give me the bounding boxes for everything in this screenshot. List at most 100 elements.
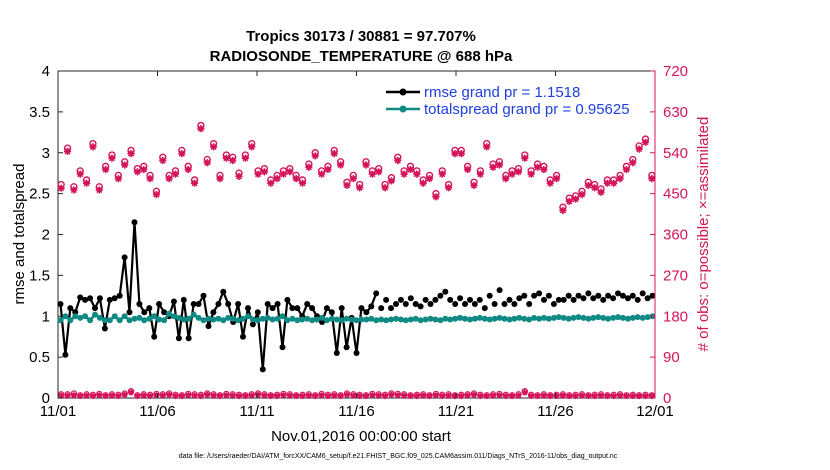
- obs-assimilated-low-marker: [197, 393, 204, 400]
- totalspread-point: [161, 317, 168, 324]
- obs-assimilated-low-marker: [559, 392, 566, 399]
- obs-assimilated-low-marker: [343, 391, 350, 398]
- obs-assimilated-low-marker: [216, 393, 223, 400]
- totalspread-point: [92, 311, 98, 318]
- rmse-point: [555, 296, 562, 303]
- x-tick-label: 11/16: [338, 403, 374, 420]
- rmse-point: [72, 309, 79, 316]
- obs-assimilated-marker: [267, 179, 275, 187]
- obs-assimilated-marker: [95, 186, 103, 194]
- obs-assimilated-marker: [387, 177, 396, 185]
- rmse-point: [595, 292, 602, 299]
- obs-assimilated-low-marker: [578, 392, 585, 399]
- obs-assimilated-marker: [603, 179, 611, 187]
- rmse-point: [353, 350, 360, 356]
- obs-assimilated-marker: [254, 170, 262, 178]
- obs-assimilated-low-marker: [70, 392, 77, 399]
- x-tick-label: 12/01: [636, 403, 674, 420]
- obs-assimilated-low-marker: [255, 391, 262, 398]
- obs-assimilated-low-marker: [102, 393, 109, 400]
- obs-assimilated-marker: [178, 150, 186, 158]
- obs-assimilated-low-marker: [64, 392, 71, 399]
- y-tick-label: 1: [42, 308, 50, 325]
- rmse-point: [225, 301, 232, 307]
- obs-assimilated-marker: [394, 156, 402, 165]
- obs-assimilated-marker: [260, 168, 269, 176]
- rmse-point: [323, 305, 330, 312]
- totalspread-point: [585, 315, 592, 322]
- obs-assimilated-marker: [451, 150, 459, 158]
- obs-assimilated-marker: [483, 143, 491, 151]
- y-tick-label-right: 450: [663, 186, 688, 203]
- y-tick-label-right: 360: [663, 227, 688, 244]
- obs-assimilated-low-marker: [604, 393, 611, 400]
- rmse-point: [87, 295, 94, 302]
- obs-assimilated-low-marker: [280, 392, 287, 399]
- obs-assimilated-marker: [552, 175, 561, 183]
- obs-assimilated-marker: [311, 152, 319, 160]
- obs-assimilated-marker: [152, 190, 161, 199]
- totalspread-point: [254, 317, 261, 324]
- totalspread-point: [417, 317, 424, 324]
- obs-assimilated-low-marker: [140, 392, 147, 399]
- rmse-point: [649, 292, 656, 299]
- rmse-point: [304, 301, 311, 307]
- obs-assimilated-marker: [229, 156, 237, 165]
- obs-assimilated-low-marker: [509, 393, 516, 400]
- obs-assimilated-marker: [362, 161, 370, 169]
- obs-assimilated-low-marker: [312, 393, 319, 400]
- totalspread-point: [166, 310, 172, 317]
- obs-assimilated-marker: [82, 179, 91, 187]
- totalspread-point: [146, 315, 153, 322]
- obs-assimilated-marker: [597, 188, 605, 196]
- obs-assimilated-low-marker: [534, 393, 541, 400]
- obs-assimilated-low-marker: [172, 393, 179, 400]
- rmse-point: [462, 301, 468, 307]
- totalspread-point: [383, 317, 390, 324]
- obs-assimilated-marker: [476, 170, 484, 178]
- rmse-point: [195, 301, 202, 307]
- totalspread-point: [442, 315, 449, 322]
- rmse-point: [437, 292, 444, 299]
- rmse-point: [378, 305, 385, 312]
- obs-assimilated-low-marker: [540, 392, 547, 399]
- obs-assimilated-low-marker: [547, 393, 554, 400]
- chart-subtitle: RADIOSONDE_TEMPERATURE @ 688 hPa: [210, 48, 513, 65]
- obs-assimilated-low-marker: [261, 392, 268, 399]
- obs-assimilated-low-marker: [178, 393, 185, 400]
- rmse-point: [506, 296, 513, 303]
- rmse-point: [545, 292, 552, 299]
- obs-assimilated-marker: [559, 206, 567, 215]
- totalspread-point: [605, 315, 612, 322]
- obs-assimilated-marker: [121, 161, 129, 169]
- obs-assimilated-marker: [273, 175, 281, 183]
- rmse-point: [615, 290, 621, 297]
- y-axis-label: rmse and totalspread: [11, 164, 28, 305]
- rmse-point: [531, 292, 538, 299]
- obs-assimilated-marker: [400, 170, 408, 178]
- obs-assimilated-low-marker: [147, 393, 154, 400]
- y-tick-label: 4: [42, 63, 50, 80]
- x-tick-label: 11/21: [438, 403, 474, 420]
- rmse-point: [136, 301, 143, 307]
- totalspread-point: [57, 317, 64, 324]
- obs-assimilated-low-marker: [248, 392, 255, 399]
- totalspread-point: [610, 314, 617, 321]
- obs-assimilated-low-marker: [274, 393, 281, 400]
- y-tick-label-right: 720: [663, 63, 688, 80]
- obs-assimilated-marker: [629, 159, 637, 167]
- rmse-point: [190, 301, 197, 307]
- obs-assimilated-low-marker: [401, 392, 408, 399]
- rmse-point: [180, 296, 187, 303]
- obs-assimilated-low-marker: [77, 393, 84, 400]
- totalspread-point: [575, 314, 582, 321]
- totalspread-point: [526, 316, 533, 323]
- obs-assimilated-low-marker: [369, 392, 376, 399]
- rmse-point: [368, 303, 375, 310]
- rmse-point: [338, 305, 345, 312]
- totalspread-point: [407, 316, 414, 323]
- totalspread-point: [545, 315, 552, 322]
- rmse-point: [432, 296, 439, 303]
- obs-assimilated-low-marker: [382, 393, 389, 400]
- totalspread-point: [481, 315, 488, 322]
